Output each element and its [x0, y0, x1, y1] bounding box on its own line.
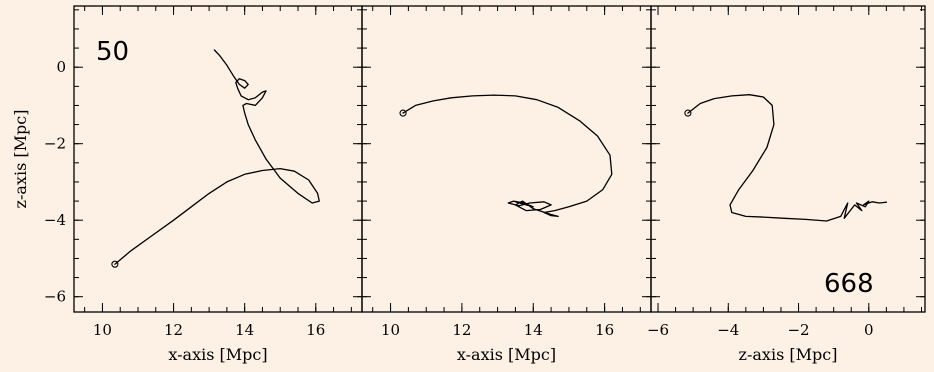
y-tick-label: 0	[56, 58, 66, 76]
x-tick-label: 14	[524, 321, 543, 339]
plot-frame	[650, 5, 926, 313]
panel-right: −6 −4 −2 0 z-axis [Mpc] 668	[647, 5, 926, 364]
trajectory-line	[687, 94, 888, 222]
x-tick-label: −6	[647, 321, 669, 339]
x-tick-label: −4	[717, 321, 739, 339]
panel-label: 50	[96, 37, 129, 67]
start-point-marker	[684, 109, 692, 117]
x-axis-title: z-axis [Mpc]	[739, 345, 838, 364]
x-tick-label: 12	[164, 321, 183, 339]
y-tick-label: −4	[44, 211, 66, 229]
x-axis-title: x-axis [Mpc]	[168, 345, 267, 364]
trajectory-line	[114, 49, 320, 265]
x-tick-label: 0	[864, 321, 874, 339]
x-tick-label: 10	[381, 321, 400, 339]
plot-frame	[361, 5, 652, 313]
x-tick-label: 16	[306, 321, 325, 339]
x-tick-label: 12	[452, 321, 471, 339]
y-axis-title: z-axis [Mpc]	[11, 110, 30, 209]
start-point-marker	[399, 109, 407, 117]
x-tick-label: 16	[595, 321, 614, 339]
start-point-marker	[111, 260, 119, 268]
x-tick-label: 10	[93, 321, 112, 339]
x-tick-label: −2	[787, 321, 809, 339]
x-axis-title: x-axis [Mpc]	[457, 345, 556, 364]
panel-label: 668	[824, 269, 874, 299]
y-tick-label: −6	[44, 288, 66, 306]
panel-left: 10 12 14 16 0 −2 −4 −6 x-axis [Mpc] z-axis [Mpc] 5…	[11, 5, 363, 364]
y-tick-label: −2	[44, 135, 66, 153]
trajectory-line	[402, 94, 613, 218]
x-tick-label: 14	[235, 321, 254, 339]
panel-middle: 10 12 14 16 x-axis [Mpc]	[361, 5, 652, 364]
